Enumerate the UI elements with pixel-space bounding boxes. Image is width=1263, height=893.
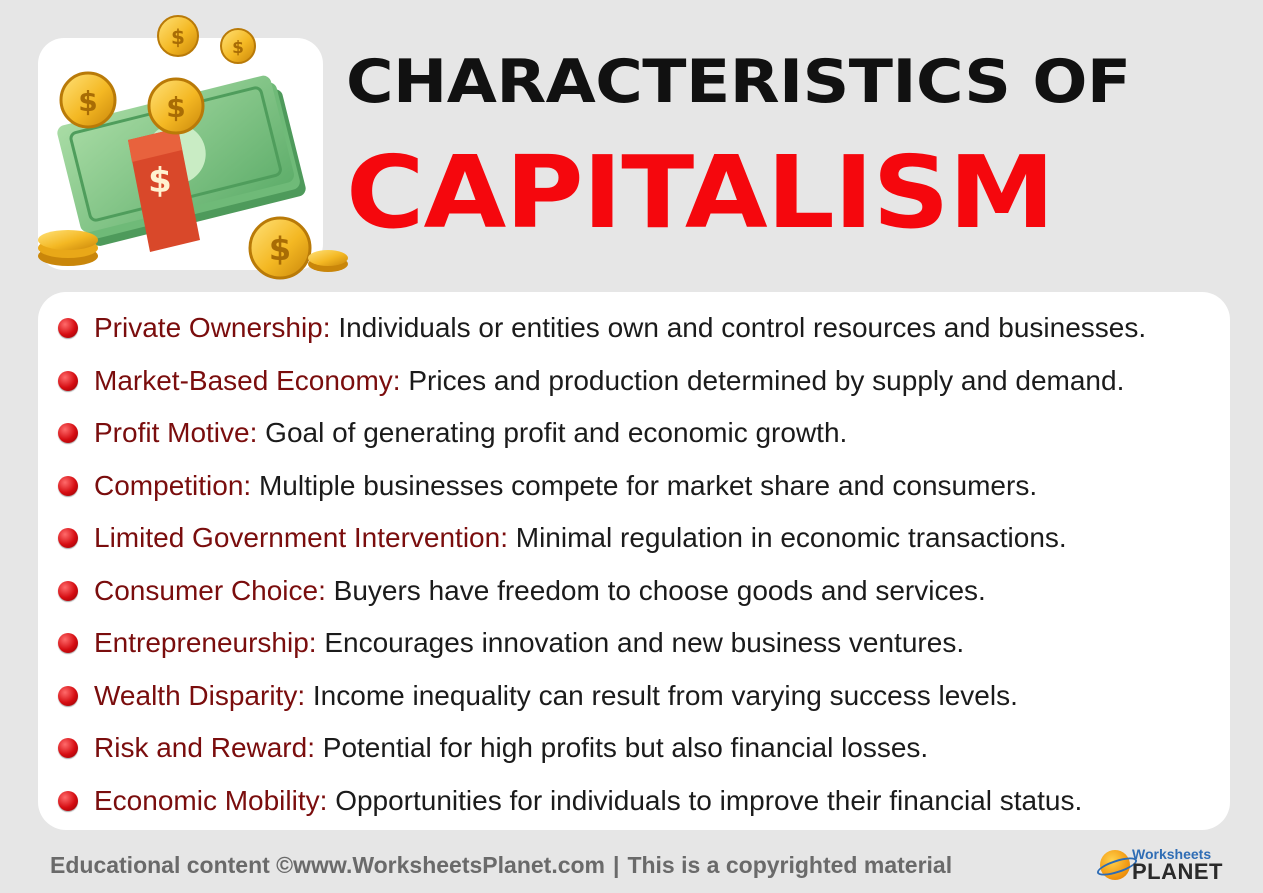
bullet-icon bbox=[58, 423, 78, 443]
page-title-line2: CAPITALISM bbox=[346, 134, 1055, 251]
item-description: Minimal regulation in economic transacti… bbox=[515, 522, 1067, 553]
page-title-line1: CHARACTERISTICS OF bbox=[346, 47, 1131, 117]
item-term: Market-Based Economy: bbox=[94, 364, 401, 396]
item-description: Individuals or entities own and control … bbox=[338, 312, 1147, 343]
footer-copyright: Educational content ©www.WorksheetsPlane… bbox=[50, 846, 952, 884]
bullet-icon bbox=[58, 580, 78, 601]
bullet-icon bbox=[58, 528, 78, 548]
item-description: Buyers have freedom to choose goods and … bbox=[333, 574, 986, 606]
item-term: Competition: bbox=[94, 469, 252, 501]
item-description: Opportunities for individuals to improve… bbox=[335, 784, 1083, 816]
list-item: Entrepreneurship: Encourages innovation … bbox=[38, 617, 1230, 670]
item-description: Multiple businesses compete for market s… bbox=[258, 469, 1038, 501]
planet-icon bbox=[1100, 850, 1130, 880]
item-description: Potential for high profits but also fina… bbox=[322, 732, 929, 763]
bullet-icon bbox=[58, 370, 78, 391]
worksheets-planet-logo: Worksheets PLANET bbox=[1095, 846, 1225, 886]
svg-text:$: $ bbox=[171, 25, 185, 49]
bullet-icon bbox=[58, 790, 78, 811]
list-item: Limited Government Intervention: Minimal… bbox=[38, 512, 1230, 565]
item-description: Income inequality can result from varyin… bbox=[312, 679, 1018, 711]
logo-text-bottom: PLANET bbox=[1132, 859, 1223, 884]
item-term: Consumer Choice: bbox=[94, 574, 326, 606]
list-item: Private Ownership: Individuals or entiti… bbox=[38, 302, 1230, 355]
item-term: Profit Motive: bbox=[94, 417, 258, 448]
footer-left-text: Educational content ©www.WorksheetsPlane… bbox=[50, 852, 605, 878]
svg-text:$: $ bbox=[232, 38, 244, 58]
item-term: Entrepreneurship: bbox=[94, 627, 317, 658]
svg-text:$: $ bbox=[148, 161, 172, 201]
logo-text-top: Worksheets bbox=[1132, 846, 1212, 862]
money-stack-icon: $ $ $ $ $ $ bbox=[38, 15, 348, 280]
item-term: Wealth Disparity: bbox=[94, 679, 306, 711]
svg-text:$: $ bbox=[166, 91, 185, 124]
characteristics-panel: Private Ownership: Individuals or entiti… bbox=[38, 292, 1230, 830]
item-term: Economic Mobility: bbox=[94, 784, 328, 816]
bullet-icon bbox=[58, 475, 78, 496]
list-item: Market-Based Economy: Prices and product… bbox=[38, 355, 1230, 408]
list-item: Risk and Reward: Potential for high prof… bbox=[38, 722, 1230, 775]
item-term: Limited Government Intervention: bbox=[94, 522, 508, 553]
item-description: Prices and production determined by supp… bbox=[408, 364, 1125, 396]
bullet-icon bbox=[58, 633, 78, 653]
bullet-icon bbox=[58, 738, 78, 758]
bullet-icon bbox=[58, 318, 78, 338]
characteristics-list: Private Ownership: Individuals or entiti… bbox=[38, 302, 1230, 827]
item-description: Encourages innovation and new business v… bbox=[324, 627, 965, 658]
list-item: Wealth Disparity: Income inequality can … bbox=[38, 670, 1230, 723]
svg-text:$: $ bbox=[78, 85, 97, 118]
item-description: Goal of generating profit and economic g… bbox=[265, 417, 848, 448]
svg-text:$: $ bbox=[269, 230, 291, 268]
footer-separator: | bbox=[613, 852, 620, 878]
list-item: Competition: Multiple businesses compete… bbox=[38, 460, 1230, 513]
coin-icon bbox=[38, 15, 348, 280]
footer-right-text: This is a copyrighted material bbox=[627, 852, 953, 878]
bullet-icon bbox=[58, 685, 78, 706]
list-item: Profit Motive: Goal of generating profit… bbox=[38, 407, 1230, 460]
list-item: Economic Mobility: Opportunities for ind… bbox=[38, 775, 1230, 828]
item-term: Risk and Reward: bbox=[94, 732, 315, 763]
list-item: Consumer Choice: Buyers have freedom to … bbox=[38, 565, 1230, 618]
item-term: Private Ownership: bbox=[94, 312, 331, 343]
